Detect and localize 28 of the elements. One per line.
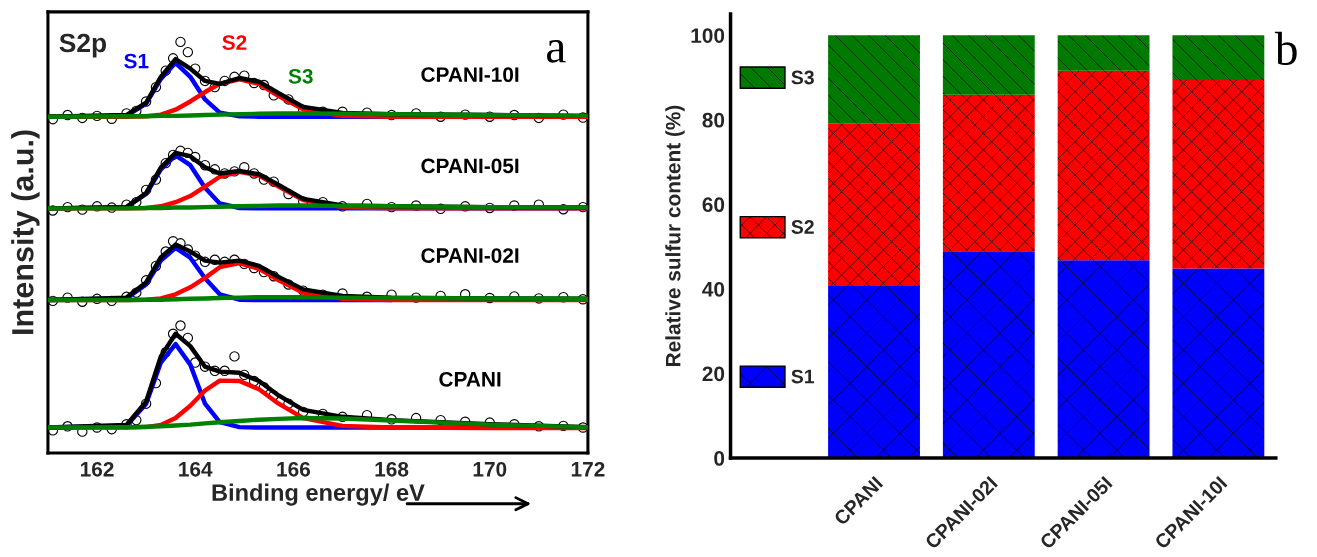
y-axis-title: Relative sulfur content (%)	[665, 105, 685, 367]
x-tick-label: 172	[571, 461, 605, 477]
series-label: S2	[222, 35, 247, 50]
chart-title: S2p	[59, 33, 107, 58]
x-tick-label: 170	[473, 461, 507, 477]
legend-label: S3	[791, 70, 814, 85]
annotation: b	[1274, 31, 1297, 66]
series-label: CPANI-10I	[421, 67, 519, 82]
y-tick-label: 20	[702, 366, 725, 382]
annotation: a	[547, 40, 566, 63]
y-axis-title: Intensity (a.u.)	[11, 130, 40, 334]
series-label: CPANI-02I	[421, 248, 519, 263]
series-label: CPANI	[439, 371, 501, 387]
y-tick-label: 100	[691, 28, 725, 43]
y-tick-label: 40	[702, 281, 725, 297]
y-tick-label: 0	[714, 451, 725, 466]
x-axis-title: Binding energy/ eV	[212, 483, 425, 506]
x-tick-label: 162	[80, 461, 114, 477]
series-label: S3	[288, 68, 313, 84]
legend-label: S2	[791, 220, 814, 234]
x-tick-label: 168	[375, 461, 409, 477]
x-tick-label: 164	[179, 461, 213, 477]
x-tick-label: 166	[277, 461, 311, 477]
y-tick-label: 60	[702, 197, 725, 213]
series-label: CPANI-05I	[421, 158, 519, 174]
series-label: S1	[124, 53, 149, 69]
legend-label: S1	[791, 369, 815, 384]
y-tick-label: 80	[702, 112, 725, 128]
